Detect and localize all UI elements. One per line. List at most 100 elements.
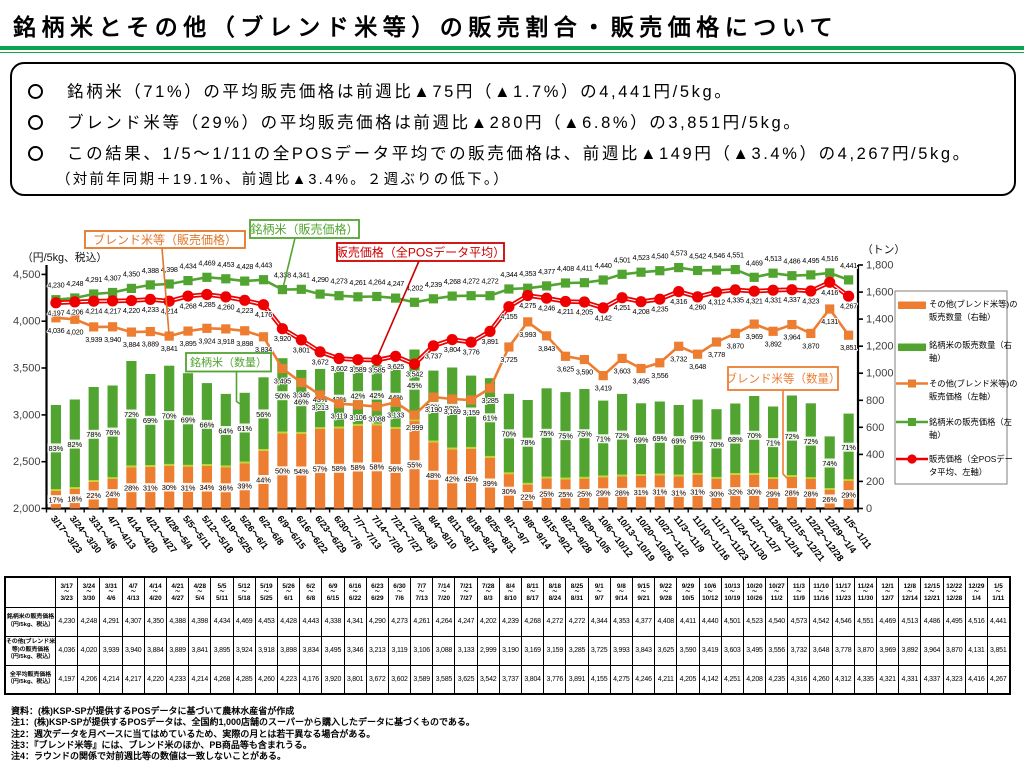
svg-text:82%: 82% xyxy=(67,440,82,449)
svg-text:3,940: 3,940 xyxy=(104,335,121,344)
svg-text:4,275: 4,275 xyxy=(519,301,536,310)
svg-text:4,540: 4,540 xyxy=(651,252,668,261)
svg-text:36%: 36% xyxy=(218,484,233,493)
svg-text:3,778: 3,778 xyxy=(708,350,725,359)
svg-text:3,993: 3,993 xyxy=(519,330,536,339)
svg-text:70%: 70% xyxy=(502,430,517,439)
svg-text:28%: 28% xyxy=(785,489,800,498)
svg-text:4,516: 4,516 xyxy=(821,254,838,263)
svg-text:31%: 31% xyxy=(690,487,705,496)
svg-text:4,214: 4,214 xyxy=(161,307,178,316)
svg-text:1,200: 1,200 xyxy=(866,341,894,353)
svg-text:3,672: 3,672 xyxy=(312,357,329,366)
svg-text:4,214: 4,214 xyxy=(85,307,102,316)
svg-text:4,321: 4,321 xyxy=(746,297,763,306)
svg-text:4,428: 4,428 xyxy=(236,262,253,271)
svg-text:4,131: 4,131 xyxy=(821,317,838,326)
svg-text:4,344: 4,344 xyxy=(500,270,517,279)
svg-text:4,341: 4,341 xyxy=(293,270,310,279)
svg-text:3,969: 3,969 xyxy=(746,332,763,341)
svg-text:3,939: 3,939 xyxy=(85,335,102,344)
svg-text:3,542: 3,542 xyxy=(406,370,423,379)
svg-text:4,453: 4,453 xyxy=(217,260,234,269)
svg-text:2,999: 2,999 xyxy=(406,423,423,432)
svg-text:24%: 24% xyxy=(105,490,120,499)
svg-text:42%: 42% xyxy=(351,392,366,401)
svg-text:3,870: 3,870 xyxy=(802,341,819,350)
svg-text:30%: 30% xyxy=(709,489,724,498)
svg-text:22%: 22% xyxy=(520,492,535,501)
svg-text:3,500: 3,500 xyxy=(13,363,41,375)
svg-text:（トン）: （トン） xyxy=(862,243,905,256)
svg-text:32%: 32% xyxy=(728,488,743,497)
svg-text:4,272: 4,272 xyxy=(482,277,499,286)
svg-text:4,513: 4,513 xyxy=(765,254,782,263)
svg-text:販売数量（右軸）: 販売数量（右軸） xyxy=(929,312,995,322)
svg-text:3,851: 3,851 xyxy=(840,343,857,352)
svg-text:29%: 29% xyxy=(766,490,781,499)
svg-text:4,260: 4,260 xyxy=(689,302,706,311)
svg-text:22%: 22% xyxy=(86,491,101,500)
svg-text:4,202: 4,202 xyxy=(406,283,423,292)
svg-text:4,235: 4,235 xyxy=(651,305,668,314)
svg-text:4,155: 4,155 xyxy=(500,312,517,321)
svg-text:4,323: 4,323 xyxy=(802,297,819,306)
svg-text:78%: 78% xyxy=(86,430,101,439)
svg-text:30%: 30% xyxy=(162,483,177,492)
svg-text:3,119: 3,119 xyxy=(331,412,348,421)
svg-text:4,312: 4,312 xyxy=(708,298,725,307)
svg-text:（円/5kg、税込）: （円/5kg、税込） xyxy=(22,250,107,264)
svg-text:3,585: 3,585 xyxy=(368,366,385,375)
svg-text:4,220: 4,220 xyxy=(123,306,140,315)
svg-text:4,408: 4,408 xyxy=(557,264,574,273)
svg-text:2,500: 2,500 xyxy=(13,456,41,468)
svg-text:31%: 31% xyxy=(671,488,686,497)
svg-text:4,353: 4,353 xyxy=(519,269,536,278)
svg-text:31%: 31% xyxy=(181,483,196,492)
svg-text:3,924: 3,924 xyxy=(198,336,215,345)
svg-text:4,267: 4,267 xyxy=(840,302,857,311)
svg-text:3,169: 3,169 xyxy=(444,407,461,416)
svg-text:3,891: 3,891 xyxy=(482,337,499,346)
svg-text:3,285: 3,285 xyxy=(482,396,499,405)
svg-text:76%: 76% xyxy=(105,428,120,437)
svg-text:4,197: 4,197 xyxy=(47,308,64,317)
svg-text:販売価格（左軸）: 販売価格（左軸） xyxy=(929,392,995,402)
svg-text:4,251: 4,251 xyxy=(614,303,631,312)
svg-text:3,898: 3,898 xyxy=(236,339,253,348)
svg-text:4,211: 4,211 xyxy=(557,307,574,316)
svg-text:4,434: 4,434 xyxy=(180,262,197,271)
svg-text:69%: 69% xyxy=(671,437,686,446)
svg-text:4,377: 4,377 xyxy=(538,267,555,276)
svg-text:39%: 39% xyxy=(237,482,252,491)
svg-text:48%: 48% xyxy=(426,471,441,480)
svg-text:69%: 69% xyxy=(652,434,667,443)
svg-text:69%: 69% xyxy=(143,416,158,425)
svg-text:4,495: 4,495 xyxy=(802,256,819,265)
svg-text:58%: 58% xyxy=(369,463,384,472)
svg-text:31%: 31% xyxy=(652,488,667,497)
svg-text:25%: 25% xyxy=(539,489,554,498)
svg-text:4,230: 4,230 xyxy=(47,281,64,290)
svg-text:4,441: 4,441 xyxy=(840,261,857,270)
svg-text:4,246: 4,246 xyxy=(538,304,555,313)
svg-text:4,486: 4,486 xyxy=(783,257,800,266)
svg-text:3,190: 3,190 xyxy=(425,405,442,414)
svg-text:4,411: 4,411 xyxy=(576,264,593,273)
svg-text:3,895: 3,895 xyxy=(180,339,197,348)
svg-text:その他(ブレンド米等)の: その他(ブレンド米等)の xyxy=(929,379,1018,389)
svg-text:3,495: 3,495 xyxy=(633,377,650,386)
svg-text:71%: 71% xyxy=(766,439,781,448)
svg-text:4,272: 4,272 xyxy=(463,277,480,286)
svg-text:34%: 34% xyxy=(200,483,215,492)
svg-text:18%: 18% xyxy=(67,495,82,504)
svg-text:4,388: 4,388 xyxy=(142,266,159,275)
svg-text:400: 400 xyxy=(866,449,884,461)
svg-text:3,804: 3,804 xyxy=(444,345,461,354)
svg-text:4,443: 4,443 xyxy=(255,261,272,270)
svg-text:4,268: 4,268 xyxy=(444,277,461,286)
svg-text:ブレンド米等（販売価格）: ブレンド米等（販売価格） xyxy=(93,232,237,247)
svg-text:72%: 72% xyxy=(785,432,800,441)
svg-text:0: 0 xyxy=(866,503,872,515)
svg-text:4,208: 4,208 xyxy=(633,307,650,316)
